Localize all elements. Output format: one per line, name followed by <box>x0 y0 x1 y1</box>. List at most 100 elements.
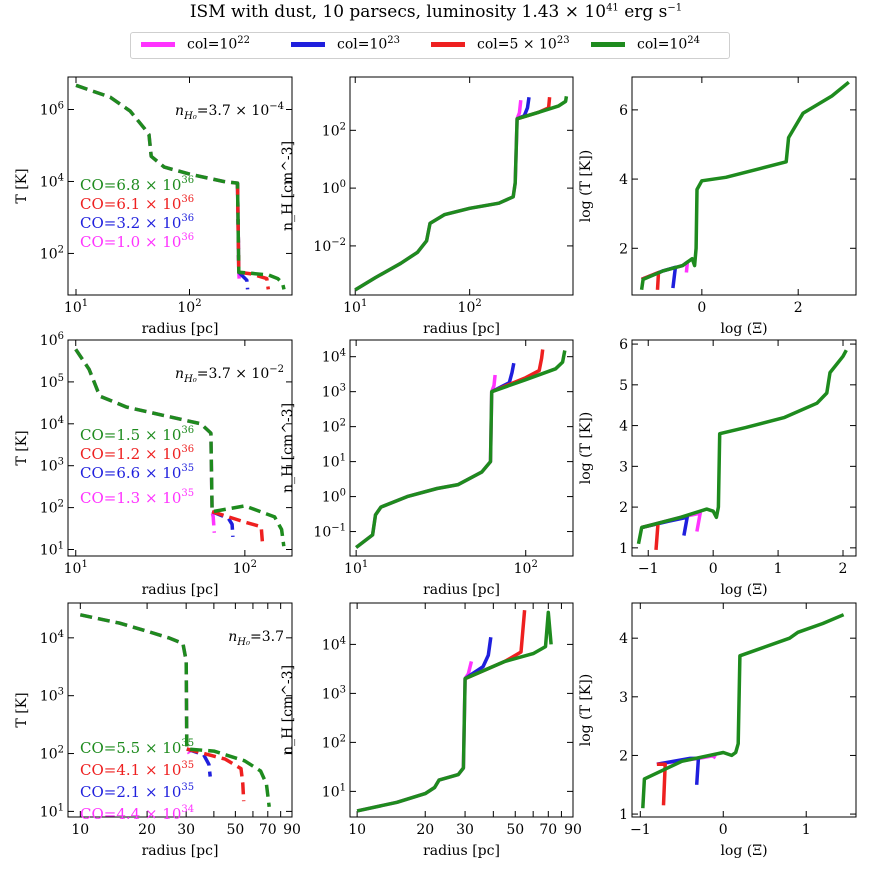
series-line-col5e23 <box>211 510 265 543</box>
legend-item-col24: col=1024 <box>591 35 700 53</box>
series-line-col22 <box>79 613 191 755</box>
x-axis-label: radius [pc] <box>142 843 219 859</box>
x-tick-label: 70 <box>259 822 277 838</box>
co-label-col22: CO=1.0 × 1036 <box>80 232 194 251</box>
density-annotation: nH₀=3.7 × 10−2 <box>175 364 284 385</box>
axes-frame <box>67 602 293 818</box>
y-axis-label: n_H [cm^-3] <box>280 141 296 231</box>
y-tick-label: 102 <box>322 733 346 751</box>
y-tick-label: 101 <box>322 453 346 471</box>
y-tick-label: 102 <box>40 499 64 517</box>
axes-frame <box>631 339 857 557</box>
legend-swatch-col23 <box>291 42 325 48</box>
x-tick-label: 101 <box>343 298 367 316</box>
y-tick-label: 103 <box>322 684 346 702</box>
x-tick-label: 0 <box>709 561 718 577</box>
x-tick-label: 20 <box>138 822 156 838</box>
legend-exp-col24: 24 <box>687 35 701 46</box>
y-tick-label: 101 <box>40 802 64 820</box>
series-line-col24 <box>74 348 286 547</box>
co-label-col5e23: CO=4.1 × 1035 <box>80 760 194 779</box>
x-tick-label: 2 <box>839 561 848 577</box>
title-unit-exponent: −1 <box>667 2 683 14</box>
x-axis-label: log (Ξ) <box>720 843 767 859</box>
density-annotation: nH₀=3.7 × 10−4 <box>175 101 284 122</box>
axes-frame <box>67 339 293 557</box>
axes-frame <box>631 602 857 818</box>
y-axis-label: T [K] <box>14 692 30 727</box>
axes-frame <box>67 76 293 296</box>
series-line-col24 <box>641 613 845 809</box>
y-tick-label: 10−1 <box>313 523 346 541</box>
y-tick-label: 104 <box>40 629 64 647</box>
x-tick-label: 30 <box>456 822 474 838</box>
x-tick-label: 102 <box>233 559 257 577</box>
y-tick-label: 4 <box>619 419 628 435</box>
y-tick-label: 102 <box>322 121 346 139</box>
legend-label-col5e23: col=5 × 10 <box>477 36 557 53</box>
y-tick-label: 100 <box>322 488 346 506</box>
series-line-col24 <box>639 80 850 291</box>
x-axis-label: radius [pc] <box>423 843 500 859</box>
x-tick-label: 30 <box>177 822 195 838</box>
x-tick-label: 2 <box>794 300 803 316</box>
x-tick-label: 1 <box>802 822 811 838</box>
y-tick-label: 102 <box>322 418 346 436</box>
x-axis-label: radius [pc] <box>142 582 219 598</box>
co-label-col23: CO=3.2 × 1036 <box>80 213 194 232</box>
density-annotation: nH₀=3.7 <box>228 629 284 648</box>
y-tick-label: 100 <box>322 179 346 197</box>
y-tick-label: 4 <box>619 631 628 647</box>
y-tick-label: 2 <box>619 748 628 764</box>
panel-r3c2: 10 20 30 50 70 90 101 102 103 104 radius [pc] n_H [… <box>280 602 582 859</box>
y-tick-label: 1 <box>619 541 628 557</box>
y-axis-label: log (T [K]) <box>578 412 594 484</box>
series-line-col24 <box>636 349 848 545</box>
legend-exp-col5e23: 23 <box>556 35 570 46</box>
legend-label-col22: col=10 <box>187 36 238 53</box>
x-tick-label: −1 <box>630 822 651 838</box>
x-tick-label: 0 <box>719 822 728 838</box>
y-tick-label: 2 <box>619 241 628 257</box>
axes-frame <box>349 602 574 818</box>
co-label-col5e23: CO=1.2 × 1036 <box>80 444 194 463</box>
y-tick-label: 106 <box>40 331 64 349</box>
title-unit: erg s <box>618 2 668 22</box>
title-exponent: 41 <box>606 2 619 14</box>
x-tick-label: 90 <box>283 822 301 838</box>
legend-item-col22: col=1022 <box>141 35 250 53</box>
series-line-col22 <box>354 100 523 292</box>
y-tick-label: 1 <box>619 807 628 823</box>
y-tick-label: 104 <box>322 348 346 366</box>
series-line-col5e23 <box>491 349 545 394</box>
panel-r2c1: 101 102 101 102 103 104 105 106 radius [pc] T [K]… <box>14 331 293 598</box>
y-tick-label: 2 <box>619 500 628 516</box>
y-tick-label: 104 <box>322 635 346 653</box>
series-line-col22 <box>356 660 474 813</box>
legend-exp-col22: 22 <box>237 35 251 46</box>
legend-swatch-col22 <box>141 42 175 48</box>
co-label-col22: CO=1.3 × 1035 <box>80 488 194 507</box>
legend-item-col5e23: col=5 × 1023 <box>431 35 570 53</box>
panel-r3c1: 10 20 30 50 70 90 101 102 103 104 radius [pc] T [K]… <box>14 602 301 859</box>
axes-frame <box>349 339 574 557</box>
y-tick-label: 104 <box>40 415 64 433</box>
y-axis-label: T [K] <box>14 168 30 203</box>
legend-swatch-col5e23 <box>431 42 465 48</box>
x-tick-label: 70 <box>539 822 557 838</box>
panel-r1c2: 101 102 10−2 100 102 radius [pc] n_H [cm^-3] <box>280 76 574 337</box>
series-line-col5e23 <box>464 610 527 681</box>
x-axis-label: log (Ξ) <box>720 321 767 337</box>
y-tick-label: 4 <box>619 172 628 188</box>
series-line-col24 <box>75 83 286 290</box>
y-tick-label: 103 <box>40 457 64 475</box>
legend-swatch-col24 <box>591 42 625 48</box>
x-tick-label: 1 <box>774 561 783 577</box>
y-tick-label: 5 <box>619 378 628 394</box>
x-tick-label: 20 <box>416 822 434 838</box>
x-tick-label: 50 <box>506 822 524 838</box>
x-tick-label: 90 <box>564 822 582 838</box>
x-tick-label: 101 <box>344 559 368 577</box>
panel-r2c2: 101 102 10−1 100 101 102 103 104 radius [pc] n_H … <box>280 339 574 598</box>
